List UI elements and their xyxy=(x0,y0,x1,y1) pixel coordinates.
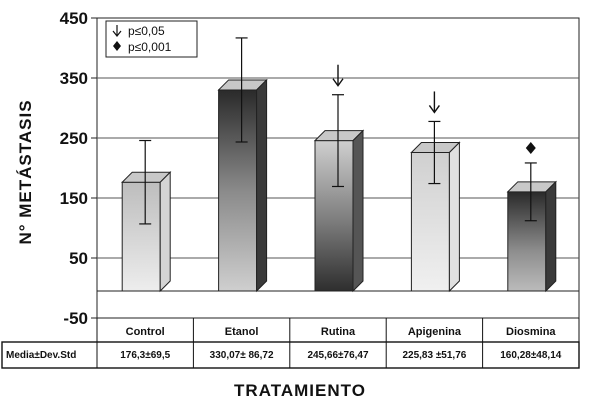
y-tick-label: -50 xyxy=(63,309,88,328)
x-category-label: Diosmina xyxy=(506,326,556,338)
x-axis-label: TRATAMIENTO xyxy=(234,381,366,400)
table-cell: 225,83 ±51,76 xyxy=(402,350,466,361)
table-cell: 160,28±48,14 xyxy=(500,350,562,361)
bar-side xyxy=(159,171,171,293)
error-bar xyxy=(235,37,248,143)
legend-box xyxy=(105,20,198,58)
x-category-label: Rutina xyxy=(321,326,356,338)
bar-front xyxy=(314,140,354,292)
y-tick-label: 450 xyxy=(60,9,88,28)
bar-front xyxy=(218,89,258,292)
data-table: Media±Dev.Std Control 176,3±69,5 Etanol 330,… xyxy=(1,318,580,369)
error-bar xyxy=(428,120,441,185)
bar-side xyxy=(256,78,268,293)
bar-front xyxy=(121,181,161,292)
bar xyxy=(410,141,461,293)
bars xyxy=(120,78,558,293)
bar-side xyxy=(448,141,460,293)
bar xyxy=(120,171,172,293)
bar xyxy=(217,78,268,293)
table-cell: 330,07± 86,72 xyxy=(210,350,274,361)
diamond-icon xyxy=(525,141,536,154)
legend-label: p≤0,05 xyxy=(128,24,165,38)
bar-side xyxy=(352,129,364,293)
table-cell: 176,3±69,5 xyxy=(120,350,170,361)
x-category-label: Apigenina xyxy=(408,326,462,338)
arrow-down-icon-head xyxy=(332,78,344,87)
arrow-down-icon xyxy=(428,91,440,114)
error-bars xyxy=(139,37,537,225)
y-tick-label: 50 xyxy=(69,249,88,268)
error-bar xyxy=(524,162,537,222)
arrow-down-icon-head xyxy=(428,105,440,114)
table-row-header: Media±Dev.Std xyxy=(6,350,76,361)
error-bar xyxy=(139,139,152,225)
legend-arrow-head xyxy=(112,30,122,37)
bar-side xyxy=(545,180,557,293)
error-bar xyxy=(332,94,344,188)
x-category-label: Control xyxy=(126,326,165,338)
legend: p≤0,05 p≤0,001 xyxy=(105,20,198,58)
significance-markers xyxy=(332,64,536,154)
y-tick-label: 350 xyxy=(60,69,88,88)
y-tick-label: 150 xyxy=(60,189,88,208)
bar xyxy=(313,129,365,293)
bar-front xyxy=(507,191,547,292)
legend-arrow-down-icon xyxy=(112,25,122,37)
table-cell: 245,66±76,47 xyxy=(307,350,369,361)
arrow-down-icon xyxy=(332,64,344,87)
y-axis-ticks: -50 50 150 250 350 450 xyxy=(60,9,97,328)
bar xyxy=(506,180,558,293)
table-data-row xyxy=(1,341,580,369)
y-axis-label: N° METÁSTASIS xyxy=(16,99,35,244)
legend-diamond-icon xyxy=(113,41,121,51)
y-tick-label: 250 xyxy=(60,129,88,148)
legend-label: p≤0,001 xyxy=(128,40,172,54)
bar-front xyxy=(410,152,450,292)
x-category-label: Etanol xyxy=(225,326,259,338)
